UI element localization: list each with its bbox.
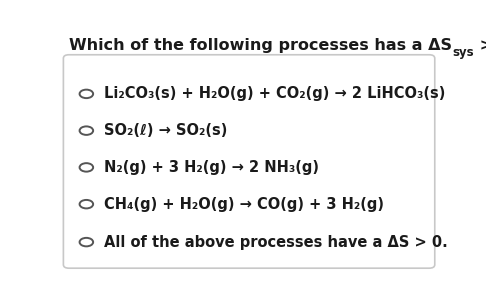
Text: All of the above processes have a ΔS > 0.: All of the above processes have a ΔS > 0… bbox=[104, 235, 448, 249]
Text: > 0?: > 0? bbox=[474, 38, 486, 53]
Text: CH₄(g) + H₂O(g) → CO(g) + 3 H₂(g): CH₄(g) + H₂O(g) → CO(g) + 3 H₂(g) bbox=[104, 197, 384, 212]
Text: sys: sys bbox=[452, 46, 474, 59]
Text: Li₂CO₃(s) + H₂O(g) + CO₂(g) → 2 LiHCO₃(s): Li₂CO₃(s) + H₂O(g) + CO₂(g) → 2 LiHCO₃(s… bbox=[104, 86, 446, 101]
Text: Which of the following processes has a ΔS: Which of the following processes has a Δ… bbox=[69, 38, 452, 53]
Text: SO₂(ℓ) → SO₂(s): SO₂(ℓ) → SO₂(s) bbox=[104, 123, 227, 138]
Text: N₂(g) + 3 H₂(g) → 2 NH₃(g): N₂(g) + 3 H₂(g) → 2 NH₃(g) bbox=[104, 160, 319, 175]
FancyBboxPatch shape bbox=[63, 55, 435, 268]
